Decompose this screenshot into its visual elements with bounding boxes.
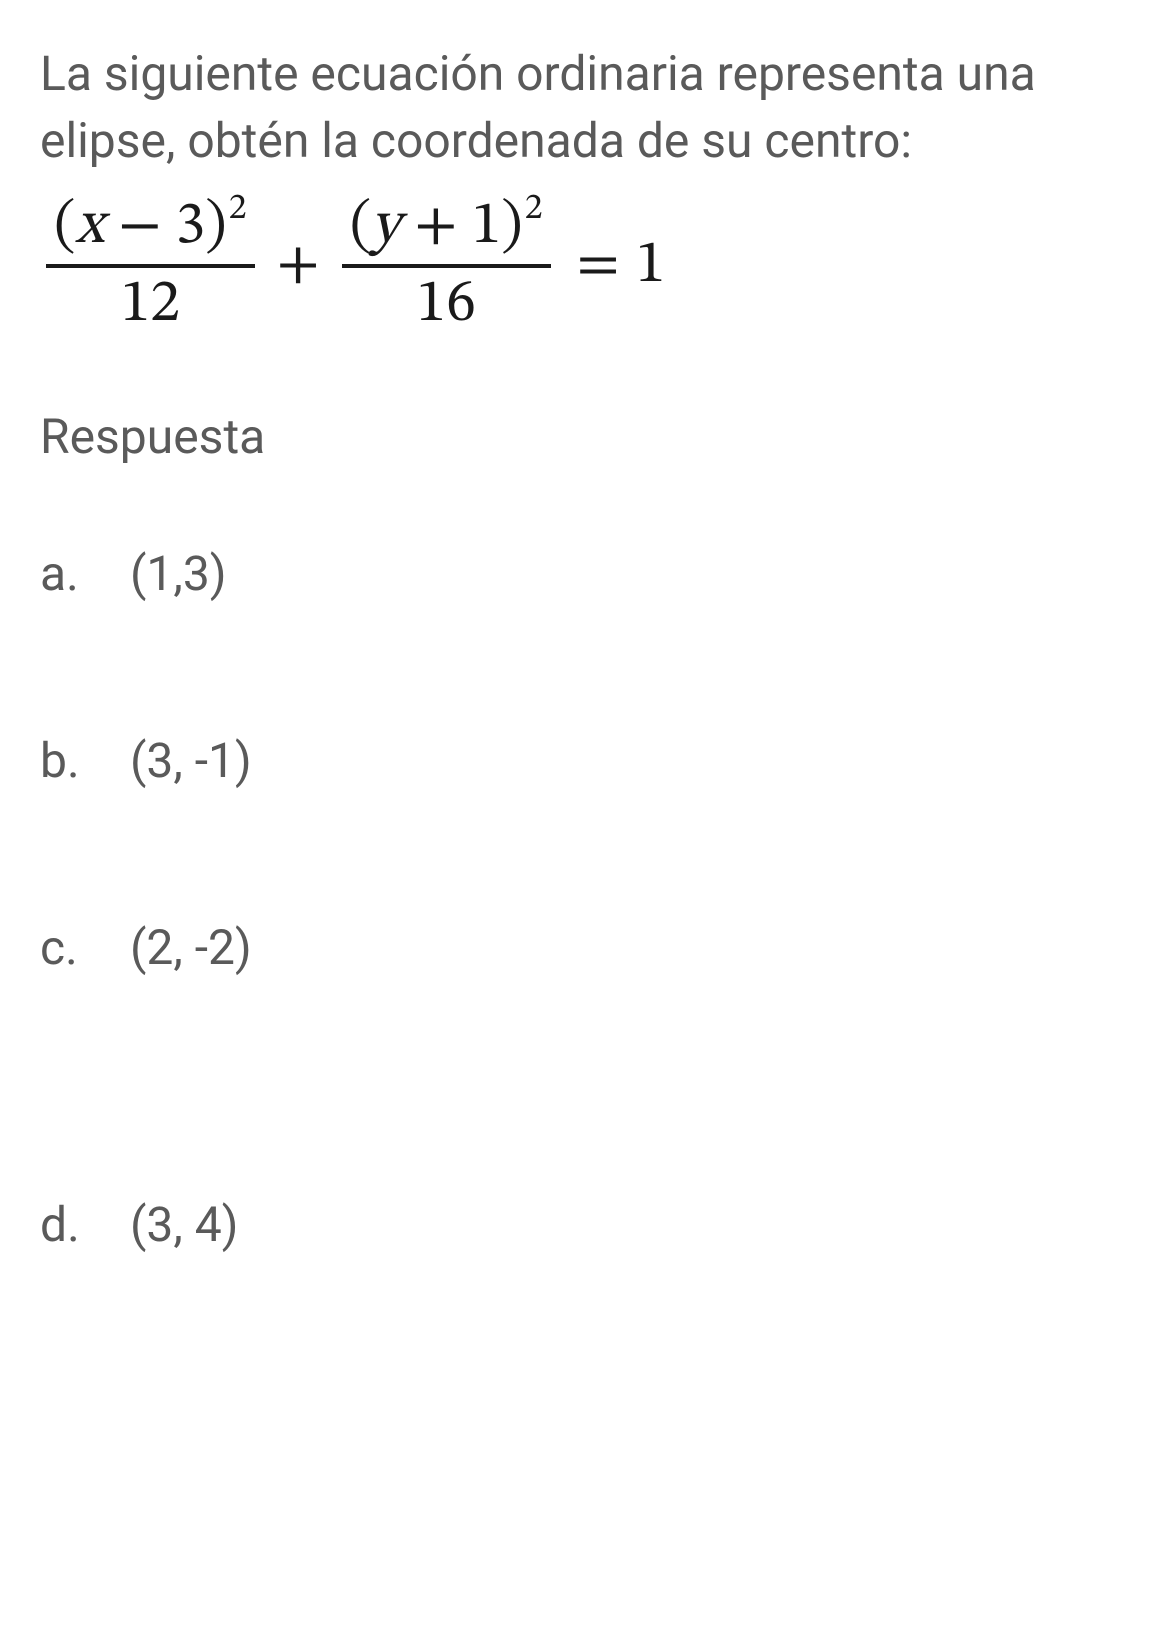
fraction-1-denominator: 12: [113, 272, 188, 338]
exponent-2: 2: [525, 191, 543, 227]
fraction-2-numerator: (y + 1) 2: [342, 194, 551, 260]
option-value: (3, 4): [130, 1196, 238, 1253]
rhs-value: 1: [636, 229, 666, 304]
option-letter: b.: [40, 732, 130, 789]
fraction-2-denominator: 16: [408, 272, 483, 338]
question-page: La siguiente ecuación ordinaria represen…: [0, 0, 1166, 1333]
option-b[interactable]: b. (3, -1): [40, 732, 1126, 789]
var-x: x: [75, 197, 104, 257]
plus-one: + 1: [414, 197, 501, 257]
option-letter: a.: [40, 545, 130, 602]
fraction-2: (y + 1) 2 16: [342, 194, 551, 338]
question-line-1: La siguiente ecuación ordinaria represen…: [40, 45, 1036, 102]
fraction-1-numerator: (x − 3) 2: [46, 194, 255, 260]
option-a[interactable]: a. (1,3): [40, 545, 1126, 602]
question-line-2: elipse, obtén la coordenada de su centro…: [40, 112, 912, 169]
equals-sign: =: [577, 229, 620, 304]
var-y: y: [371, 197, 400, 257]
option-value: (3, -1): [130, 732, 252, 789]
answer-label: Respuesta: [40, 408, 1126, 465]
const-3: 3: [176, 197, 206, 257]
option-d[interactable]: d. (3, 4): [40, 1196, 1126, 1253]
question-prompt: La siguiente ecuación ordinaria represen…: [40, 40, 1126, 174]
equation-container: (x − 3) 2 12 + (y + 1) 2 16: [40, 194, 1126, 338]
option-letter: d.: [40, 1196, 130, 1253]
fraction-1-bar: [46, 264, 255, 268]
fraction-1: (x − 3) 2 12: [46, 194, 255, 338]
options-list: a. (1,3) b. (3, -1) c. (2, -2) d. (3, 4): [40, 545, 1126, 1273]
equation-result: = 1: [577, 229, 666, 304]
option-letter: c.: [40, 919, 130, 976]
exponent-1: 2: [229, 191, 247, 227]
option-value: (2, -2): [130, 919, 252, 976]
option-value: (1,3): [130, 545, 227, 602]
plus-op: +: [277, 229, 320, 304]
minus-op: −: [118, 197, 161, 257]
fraction-2-bar: [342, 264, 551, 268]
option-c[interactable]: c. (2, -2): [40, 919, 1126, 976]
ellipse-equation: (x − 3) 2 12 + (y + 1) 2 16: [40, 194, 1126, 338]
